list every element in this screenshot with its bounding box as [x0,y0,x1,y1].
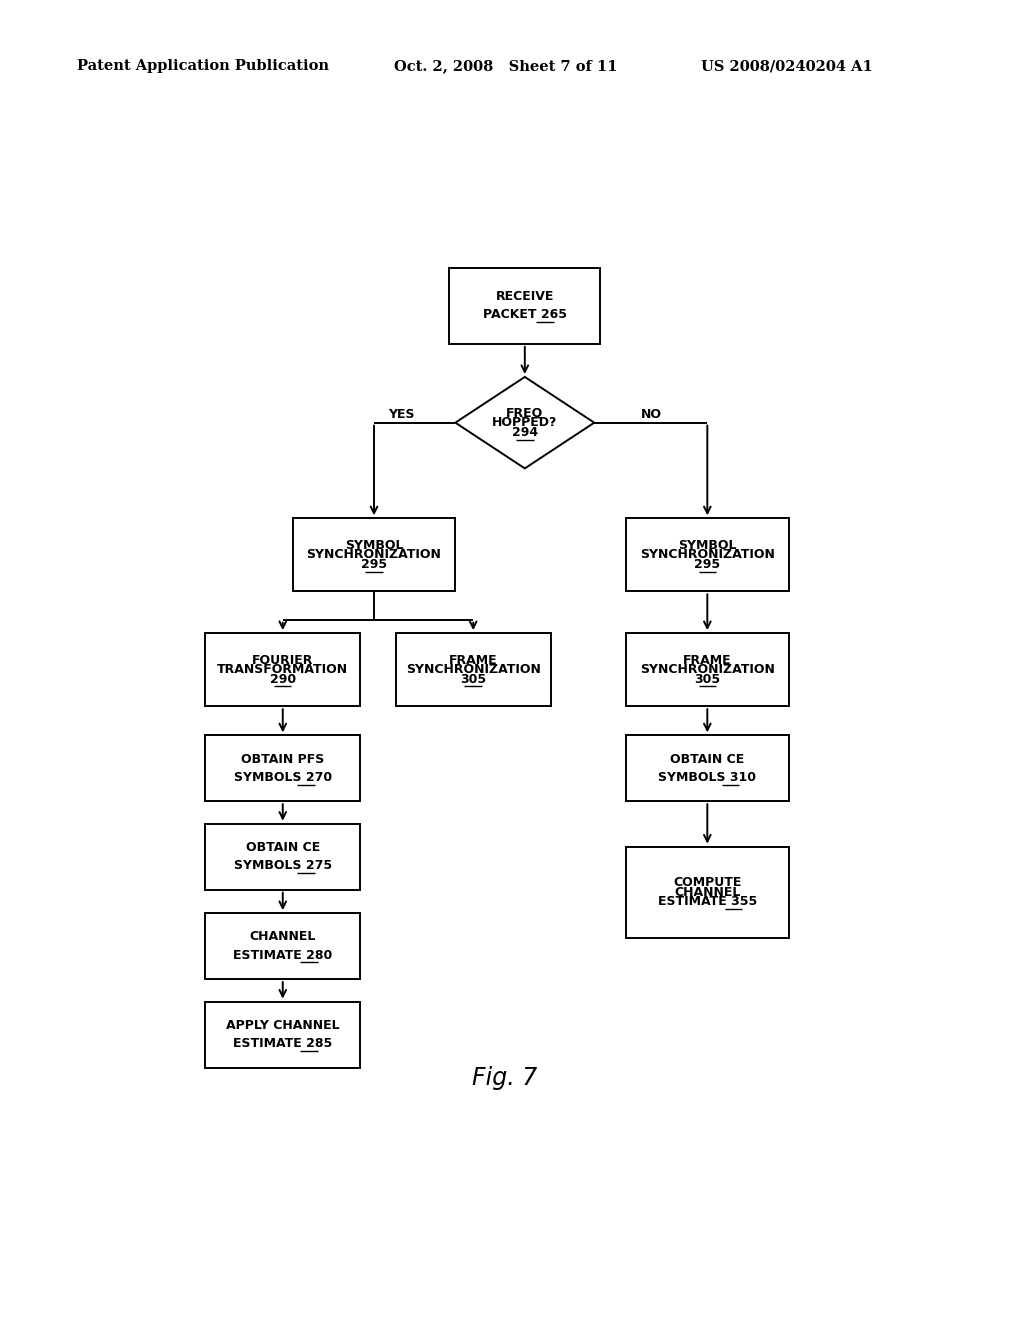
Text: 305: 305 [694,673,721,686]
Text: SYMBOL: SYMBOL [678,539,736,552]
Text: OBTAIN CE: OBTAIN CE [670,752,744,766]
Text: COMPUTE: COMPUTE [673,876,741,890]
Text: OBTAIN CE: OBTAIN CE [246,841,319,854]
Text: RECEIVE: RECEIVE [496,290,554,304]
Text: ESTIMATE 280: ESTIMATE 280 [233,949,333,962]
Bar [206,1002,360,1068]
Text: Oct. 2, 2008   Sheet 7 of 11: Oct. 2, 2008 Sheet 7 of 11 [394,59,617,74]
Bar [396,634,551,706]
Text: Fig. 7: Fig. 7 [472,1067,538,1090]
Text: SYNCHRONIZATION: SYNCHRONIZATION [640,548,775,561]
Bar [206,634,360,706]
Bar [626,519,788,591]
Text: APPLY CHANNEL: APPLY CHANNEL [226,1019,340,1032]
Text: HOPPED?: HOPPED? [493,416,557,429]
Text: SYMBOL: SYMBOL [345,539,403,552]
Text: FOURIER: FOURIER [252,653,313,667]
Polygon shape [456,378,594,469]
Text: ESTIMATE 355: ESTIMATE 355 [657,895,757,908]
Text: OBTAIN PFS: OBTAIN PFS [241,752,325,766]
Bar [293,519,456,591]
Text: US 2008/0240204 A1: US 2008/0240204 A1 [701,59,873,74]
Bar [626,735,788,801]
Text: SYMBOLS 310: SYMBOLS 310 [658,771,757,784]
Text: 294: 294 [512,426,538,438]
Text: CHANNEL: CHANNEL [674,886,740,899]
Text: 290: 290 [269,673,296,686]
Text: ESTIMATE 285: ESTIMATE 285 [233,1038,333,1051]
Text: SYNCHRONIZATION: SYNCHRONIZATION [306,548,441,561]
Text: TRANSFORMATION: TRANSFORMATION [217,663,348,676]
Text: FRAME: FRAME [683,653,731,667]
Bar [206,824,360,890]
Text: PACKET 265: PACKET 265 [482,309,567,322]
Text: 295: 295 [694,558,721,572]
Text: CHANNEL: CHANNEL [250,931,316,944]
Text: SYMBOLS 275: SYMBOLS 275 [233,859,332,873]
Text: 305: 305 [460,673,486,686]
Text: Patent Application Publication: Patent Application Publication [77,59,329,74]
Text: SYNCHRONIZATION: SYNCHRONIZATION [640,663,775,676]
Bar [450,268,600,345]
Text: FRAME: FRAME [449,653,498,667]
Bar [626,634,788,706]
Text: YES: YES [388,408,415,421]
Text: 295: 295 [360,558,387,572]
Text: FREQ: FREQ [506,407,544,420]
Text: SYNCHRONIZATION: SYNCHRONIZATION [406,663,541,676]
Bar [626,846,788,939]
Text: NO: NO [641,408,663,421]
Text: SYMBOLS 270: SYMBOLS 270 [233,771,332,784]
Bar [206,913,360,979]
Bar [206,735,360,801]
